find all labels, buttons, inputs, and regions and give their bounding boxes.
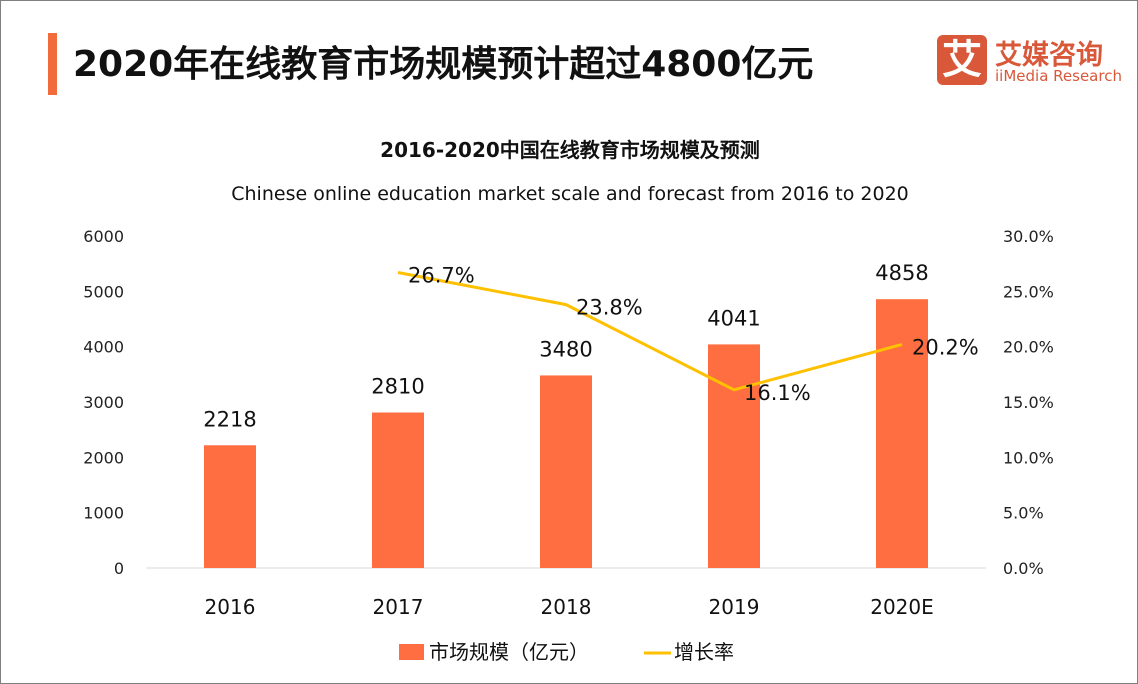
x-tick-label: 2020E (870, 595, 934, 619)
logo-mark: 艾 (937, 35, 987, 85)
left-tick-label: 2000 (83, 448, 124, 467)
left-tick-label: 0 (114, 559, 124, 578)
bar (204, 445, 256, 568)
legend-swatch-bar (399, 644, 424, 660)
right-tick-label: 10.0% (1003, 448, 1054, 467)
left-tick-label: 1000 (83, 504, 124, 523)
line-data-label: 20.2% (912, 335, 979, 359)
right-tick-label: 20.0% (1003, 338, 1054, 357)
line-data-label: 26.7% (408, 264, 475, 288)
growth-rate-line (397, 271, 903, 392)
x-tick-label: 2017 (373, 595, 424, 619)
bar-data-label: 2810 (371, 375, 424, 399)
bar-data-label: 4041 (707, 306, 760, 330)
x-tick-label: 2019 (709, 595, 760, 619)
chart-title: 2016-2020中国在线教育市场规模及预测 (380, 138, 760, 162)
bar-data-label: 3480 (539, 337, 592, 361)
logo-name-cn: 艾媒咨询 (995, 40, 1103, 71)
x-tick-label: 2016 (205, 595, 256, 619)
left-tick-label: 3000 (83, 393, 124, 412)
left-tick-label: 6000 (83, 227, 124, 246)
chart-subtitle: Chinese online education market scale an… (231, 183, 909, 205)
legend-label-bar: 市场规模（亿元） (429, 640, 589, 664)
line-data-label: 23.8% (576, 296, 643, 320)
left-tick-label: 5000 (83, 282, 124, 301)
bar (876, 299, 928, 568)
legend: 市场规模（亿元） 增长率 (399, 640, 734, 664)
legend-label-line: 增长率 (674, 640, 734, 664)
bar (708, 344, 760, 568)
right-tick-label: 15.0% (1003, 393, 1054, 412)
right-tick-label: 0.0% (1003, 559, 1044, 578)
logo-name-en: iiMedia Research (995, 67, 1122, 85)
right-tick-label: 25.0% (1003, 282, 1054, 301)
iimedia-logo: 艾 艾媒咨询 iiMedia Research (937, 35, 1122, 89)
bar-data-label: 4858 (875, 261, 928, 285)
left-tick-label: 4000 (83, 338, 124, 357)
page-title: 2020年在线教育市场规模预计超过4800亿元 (73, 44, 814, 85)
title-accent-bar (48, 33, 57, 95)
right-tick-label: 30.0% (1003, 227, 1054, 246)
bar-data-label: 2218 (203, 407, 256, 431)
line-data-label: 16.1% (744, 381, 811, 405)
right-tick-label: 5.0% (1003, 504, 1044, 523)
x-tick-label: 2018 (541, 595, 592, 619)
bar (372, 412, 424, 568)
bar (540, 375, 592, 568)
